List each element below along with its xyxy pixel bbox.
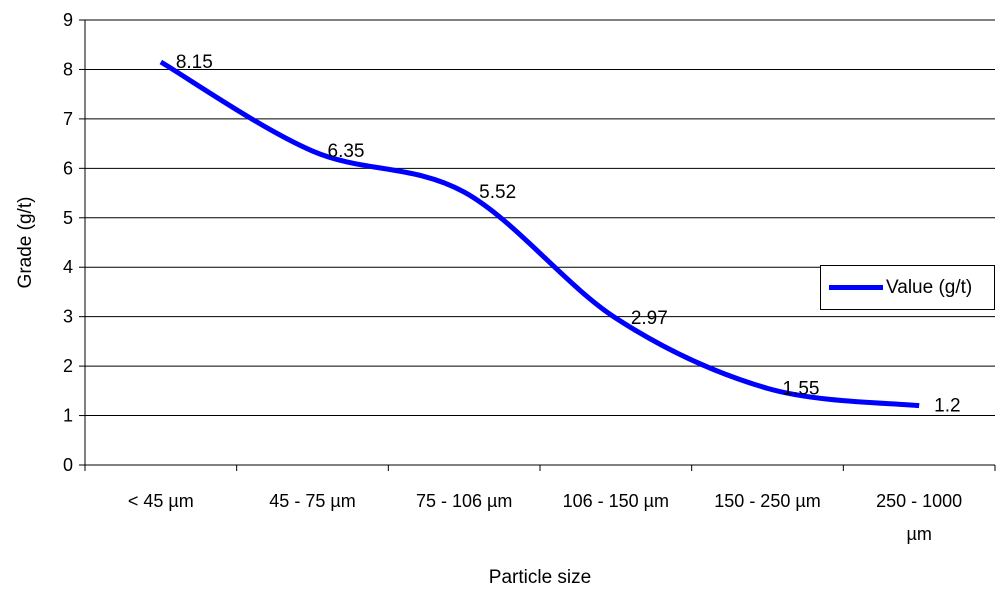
y-tick-label: 1 bbox=[63, 406, 73, 426]
x-tick-label: 45 - 75 µm bbox=[269, 491, 355, 511]
data-label: 6.35 bbox=[328, 141, 365, 162]
gridlines bbox=[85, 19, 995, 417]
axes bbox=[84, 20, 995, 466]
legend: Value (g/t) bbox=[820, 265, 995, 310]
y-tick-label: 2 bbox=[63, 356, 73, 376]
y-tick-label: 9 bbox=[63, 10, 73, 30]
y-tick-label: 6 bbox=[63, 158, 73, 178]
series-line bbox=[159, 59, 920, 409]
x-tick-label: 150 - 250 µm bbox=[714, 491, 820, 511]
x-axis-title: Particle size bbox=[489, 567, 591, 588]
y-tick-label: 8 bbox=[63, 59, 73, 79]
data-label: 8.15 bbox=[176, 52, 213, 73]
legend-swatch bbox=[829, 285, 883, 290]
x-tick-label: < 45 µm bbox=[128, 491, 194, 511]
x-tick-label: 75 - 106 µm bbox=[416, 491, 512, 511]
data-label: 5.52 bbox=[479, 182, 516, 203]
x-axis-ticks: < 45 µm 45 - 75 µm 75 - 106 µm 106 - 150 µm… bbox=[84, 465, 996, 544]
y-tick-label: 3 bbox=[63, 307, 73, 327]
data-labels: 8.15 6.35 5.52 2.97 1.55 1.2 bbox=[176, 52, 961, 417]
data-label: 2.97 bbox=[631, 308, 668, 329]
x-tick-label: 250 - 1000 µm bbox=[876, 491, 962, 544]
y-tick-label: 4 bbox=[63, 257, 73, 277]
data-label: 1.55 bbox=[783, 378, 820, 399]
y-tick-label: 5 bbox=[63, 208, 73, 228]
y-axis-ticks: 0 1 2 3 4 5 6 7 8 9 bbox=[63, 10, 85, 475]
y-tick-label: 7 bbox=[63, 109, 73, 129]
y-axis-title: Grade (g/t) bbox=[15, 197, 36, 289]
x-tick-label: 106 - 150 µm bbox=[563, 491, 669, 511]
series-layer bbox=[159, 59, 920, 409]
data-label: 1.2 bbox=[934, 396, 960, 417]
legend-label: Value (g/t) bbox=[886, 276, 973, 298]
y-tick-label: 0 bbox=[63, 455, 73, 475]
